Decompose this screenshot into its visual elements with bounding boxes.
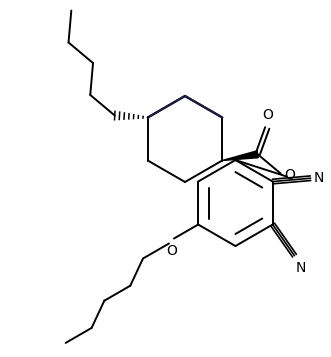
Text: O: O — [285, 167, 296, 181]
Text: O: O — [262, 108, 273, 122]
Text: O: O — [166, 243, 177, 257]
Polygon shape — [222, 151, 258, 161]
Text: N: N — [296, 261, 306, 275]
Text: N: N — [313, 171, 324, 185]
